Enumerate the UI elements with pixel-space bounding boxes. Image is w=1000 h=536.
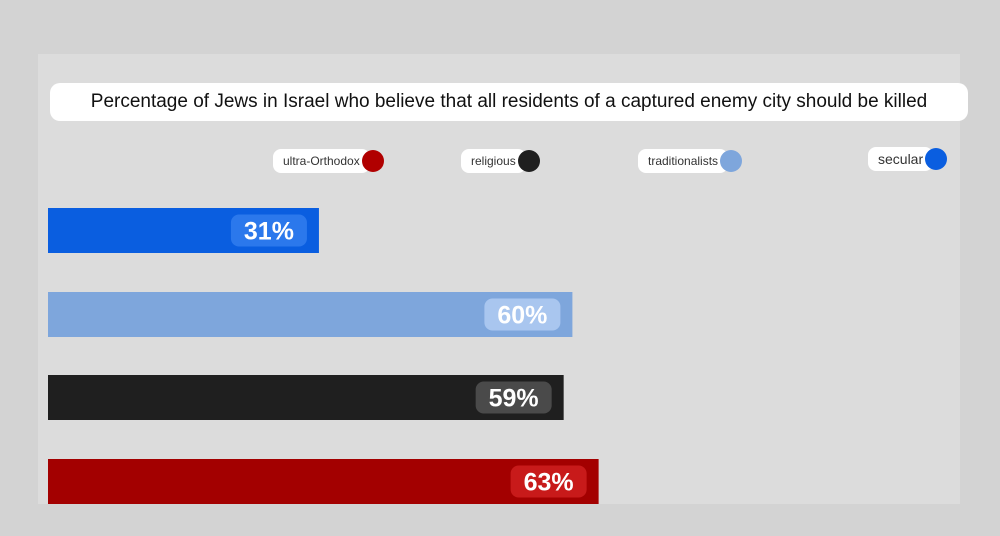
bar-value-label: 31%: [244, 218, 294, 246]
legend-label: ultra-Orthodox: [273, 149, 370, 173]
legend-item-religious: religious: [461, 149, 540, 173]
legend-dot-icon: [720, 150, 743, 172]
legend-dot-icon: [925, 148, 948, 170]
value-label-background: [475, 381, 552, 414]
legend-label: secular: [868, 147, 934, 171]
legend-item-secular: secular: [868, 147, 948, 171]
legend-item-ultra-orthodox: ultra-Orthodox: [273, 149, 384, 173]
legend-label: traditionalists: [638, 149, 729, 173]
value-label-background: [484, 298, 561, 331]
bar-value-label: 59%: [489, 385, 539, 413]
legend-dot-icon: [361, 150, 384, 172]
value-label-background: [510, 465, 587, 498]
legend-item-traditionalists: traditionalists: [638, 149, 743, 173]
bar: [48, 459, 599, 504]
bar-value-label: 60%: [497, 302, 547, 330]
value-label-background: [230, 214, 307, 247]
legend-dot-icon: [517, 150, 540, 172]
chart-panel: [38, 54, 960, 504]
chart-title: Percentage of Jews in Israel who believe…: [50, 83, 968, 121]
legend-label: religious: [461, 149, 526, 173]
bar-value-label: 63%: [524, 469, 574, 497]
